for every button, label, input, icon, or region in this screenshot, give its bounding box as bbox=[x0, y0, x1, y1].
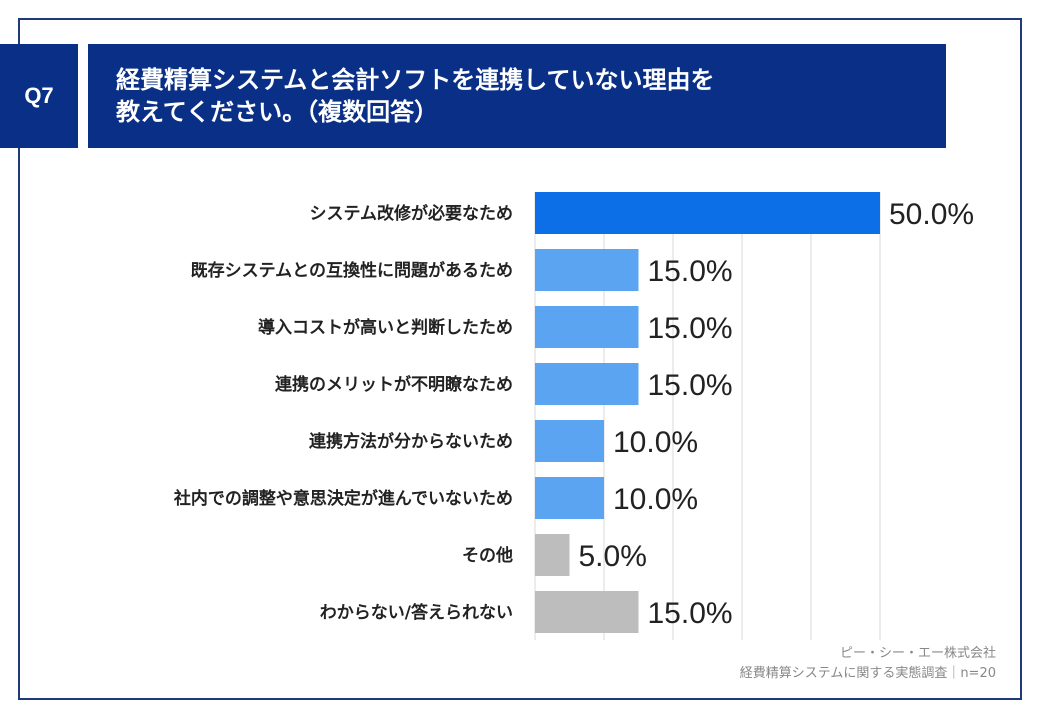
category-label: 連携のメリットが不明瞭なため bbox=[275, 374, 513, 395]
bar bbox=[535, 192, 880, 234]
bar bbox=[535, 363, 639, 405]
bar bbox=[535, 591, 639, 633]
category-label: 連携方法が分からないため bbox=[309, 431, 513, 452]
value-label: 15.0% bbox=[648, 255, 733, 288]
question-title: 経費精算システムと会計ソフトを連携していない理由を 教えてください。（複数回答） bbox=[88, 44, 946, 148]
value-labels: 50.0%15.0%15.0%15.0%10.0%10.0%5.0%15.0% bbox=[579, 198, 975, 630]
question-title-line-1: 経費精算システムと会計ソフトを連携していない理由を bbox=[116, 66, 715, 94]
value-label: 15.0% bbox=[648, 312, 733, 345]
category-labels: システム改修が必要なため既存システムとの互換性に問題があるため導入コストが高いと… bbox=[173, 203, 513, 623]
value-label: 15.0% bbox=[648, 369, 733, 402]
bar bbox=[535, 420, 604, 462]
bar bbox=[535, 249, 639, 291]
footnote-survey: 経費精算システムに関する実態調査｜n=20 bbox=[739, 666, 996, 681]
question-badge: Q7 bbox=[0, 44, 78, 148]
category-label: 導入コストが高いと判断したため bbox=[258, 317, 513, 338]
bar bbox=[535, 306, 639, 348]
value-label: 50.0% bbox=[889, 198, 974, 231]
value-label: 5.0% bbox=[579, 540, 647, 573]
value-label: 15.0% bbox=[648, 597, 733, 630]
category-label: システム改修が必要なため bbox=[310, 203, 514, 224]
category-label: その他 bbox=[462, 545, 513, 566]
value-label: 10.0% bbox=[613, 426, 698, 459]
footnote-company: ピー・シー・エー株式会社 bbox=[839, 646, 996, 661]
category-label: 既存システムとの互換性に問題があるため bbox=[191, 260, 513, 281]
value-label: 10.0% bbox=[613, 483, 698, 516]
bar bbox=[535, 477, 604, 519]
category-label: わからない/答えられない bbox=[320, 602, 513, 623]
question-title-line-2: 教えてください。（複数回答） bbox=[116, 98, 439, 126]
category-label: 社内での調整や意思決定が進んでいないため bbox=[173, 488, 513, 509]
chart-frame bbox=[18, 18, 1022, 700]
bar bbox=[535, 534, 570, 576]
bars bbox=[535, 192, 880, 633]
